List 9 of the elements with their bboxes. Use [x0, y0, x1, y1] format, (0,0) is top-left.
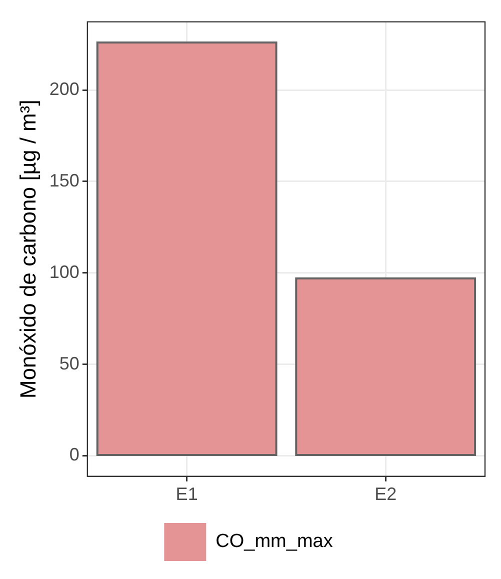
y-tick-label: 200 — [49, 78, 80, 99]
y-axis-title: Monóxido de carbono [µg / m³] — [15, 100, 40, 399]
y-tick-label: 50 — [59, 353, 80, 374]
x-tick-label: E1 — [176, 484, 198, 504]
legend-label: CO_mm_max — [216, 531, 334, 552]
x-tick-label: E2 — [374, 484, 397, 504]
y-tick-label: 0 — [69, 444, 80, 465]
y-tick-label: 150 — [49, 170, 80, 190]
y-tick-label: 100 — [49, 262, 80, 282]
